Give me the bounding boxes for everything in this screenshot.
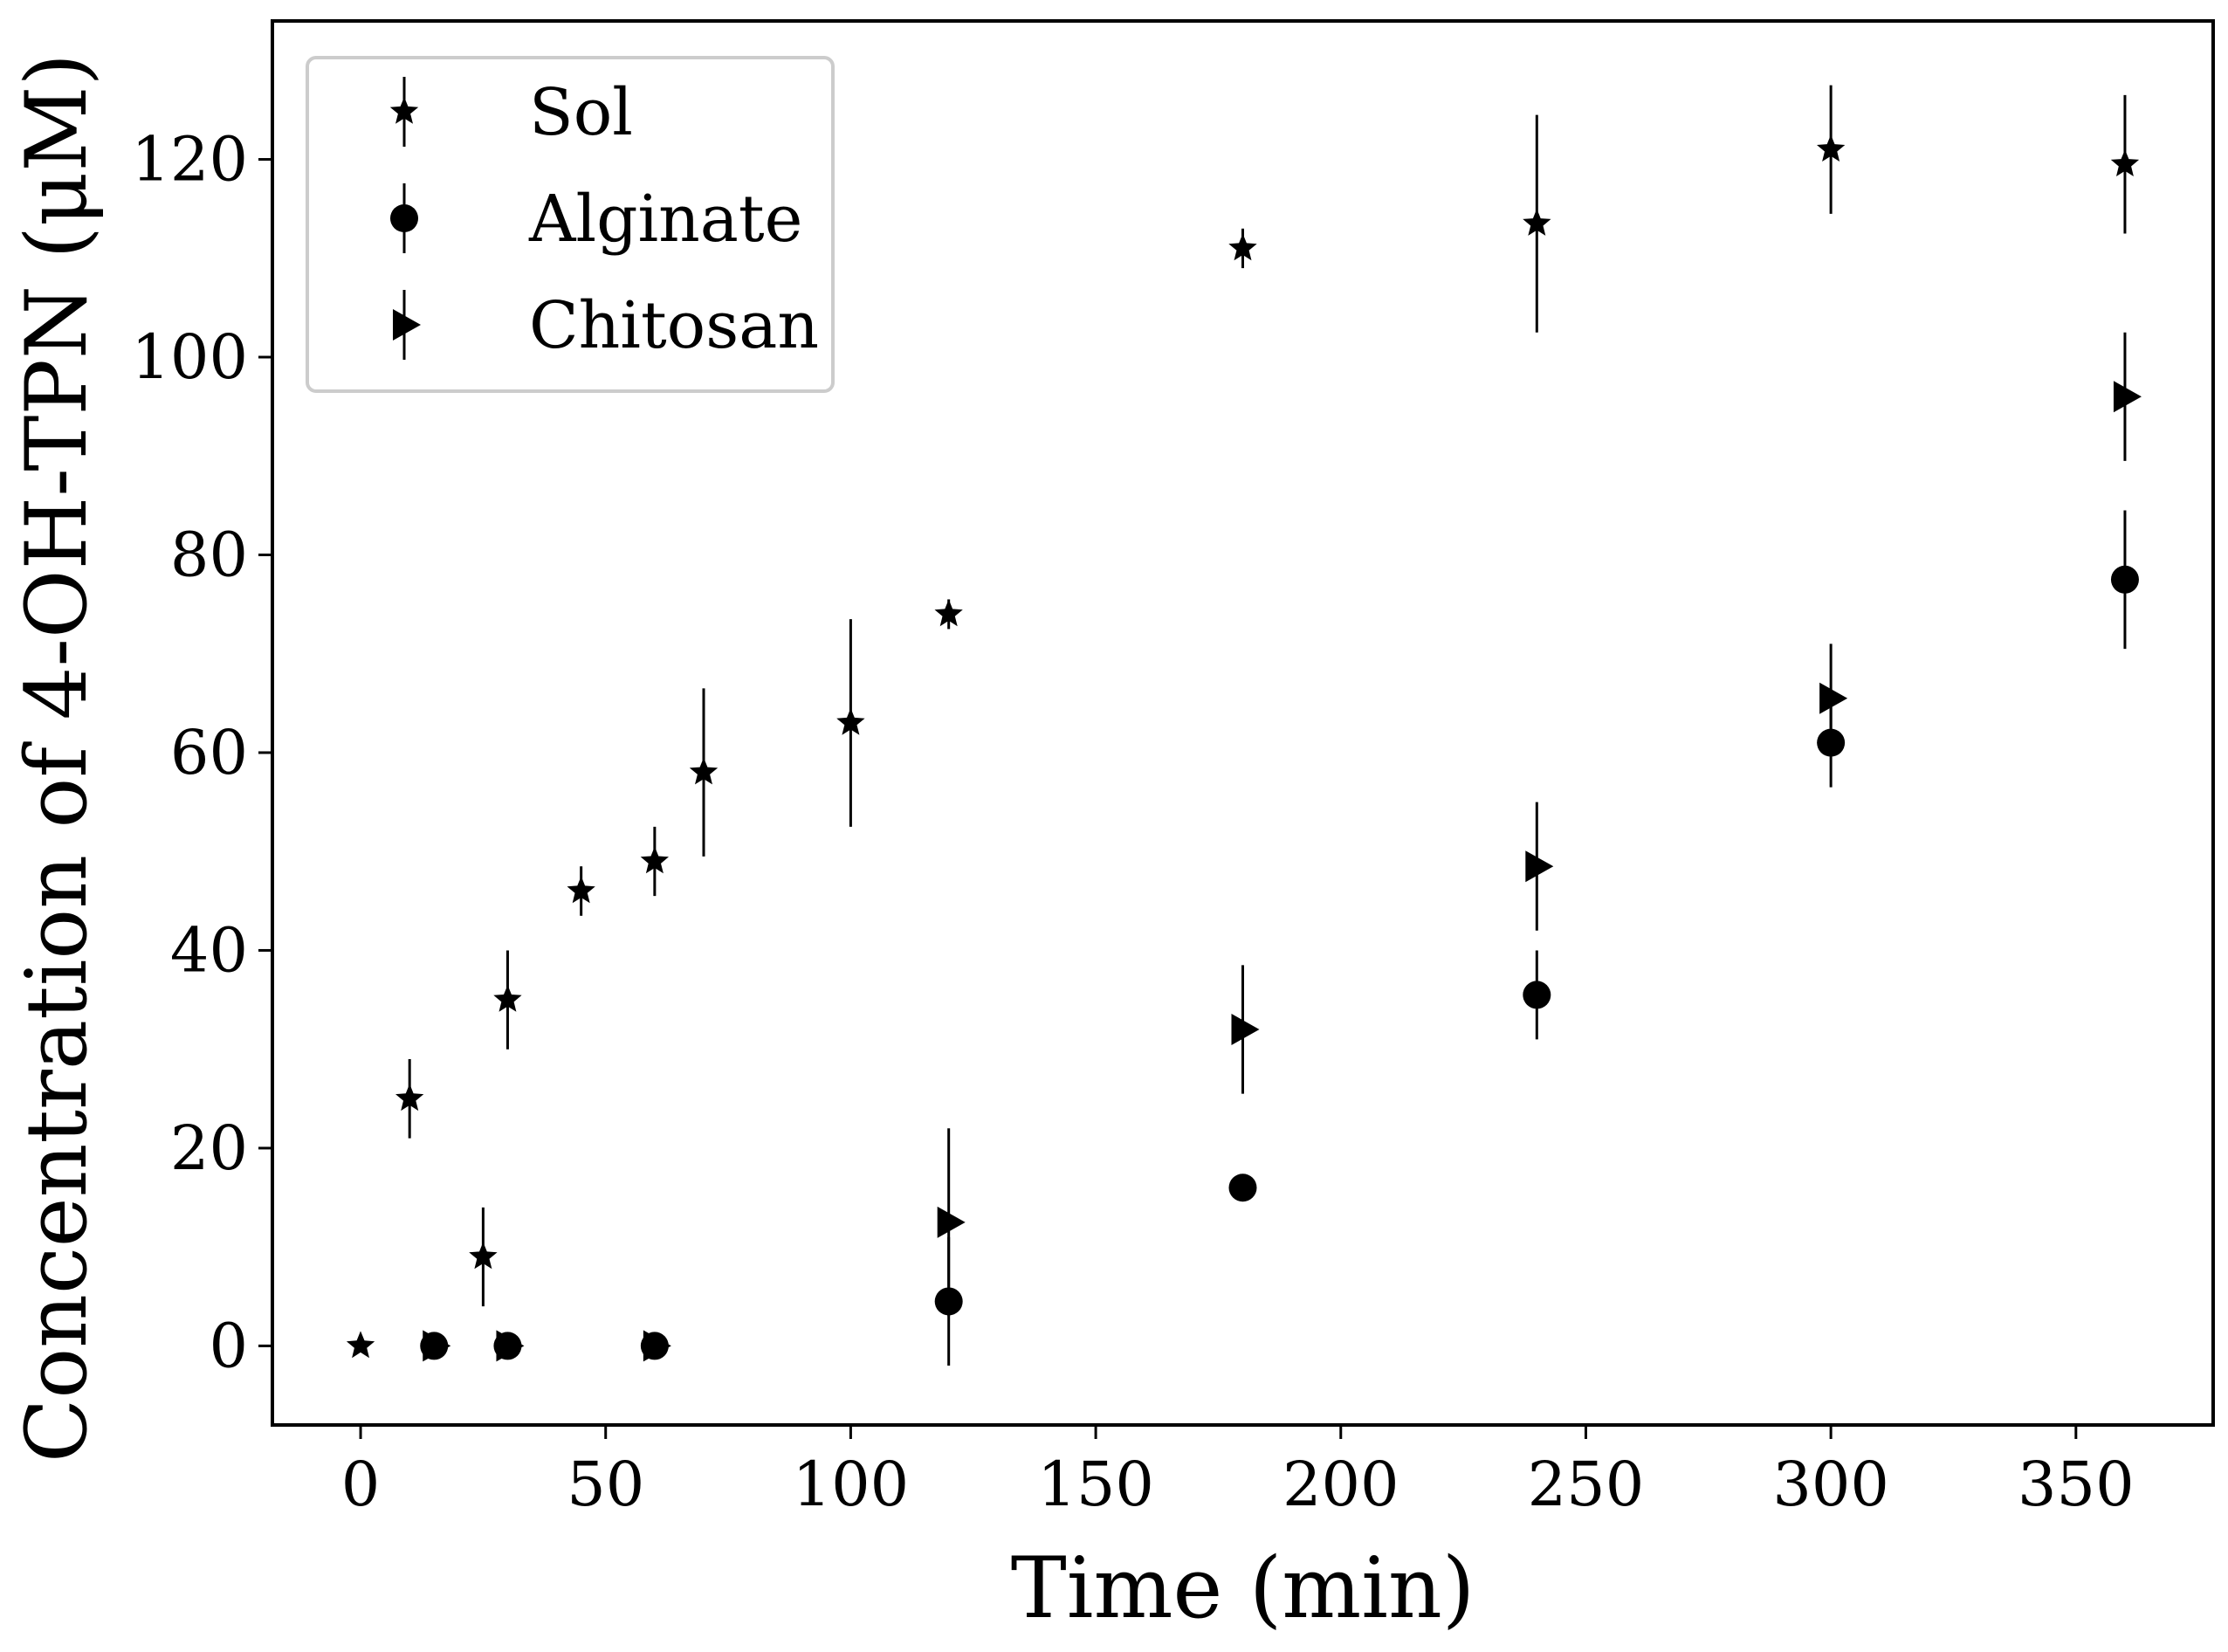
alginate-point <box>1523 981 1551 1009</box>
series-sol <box>346 85 2140 1359</box>
legend-chitosan-marker <box>393 309 421 341</box>
legend-sol-marker <box>389 97 419 124</box>
series-chitosan <box>423 332 2142 1362</box>
y-axis-label: Concentration of 4-OH-TPN (μM) <box>8 53 106 1463</box>
chitosan-point <box>1819 682 1848 714</box>
alginate-point <box>2110 565 2139 594</box>
plot-frame <box>271 19 2215 1427</box>
legend-alginate-marker <box>390 204 418 232</box>
x-tick-label: 250 <box>1528 1449 1645 1520</box>
sol-point <box>469 1242 498 1270</box>
sol-point <box>1228 233 1257 261</box>
chitosan-point <box>423 1330 451 1362</box>
chitosan-point <box>1231 1014 1260 1046</box>
sol-point <box>346 1331 375 1359</box>
y-tick-label: 60 <box>170 717 248 788</box>
sol-point <box>934 599 963 627</box>
y-tick-label: 80 <box>170 519 248 590</box>
y-tick-label: 100 <box>131 321 248 393</box>
x-tick-label: 100 <box>793 1449 910 1520</box>
chitosan-point <box>643 1330 671 1362</box>
chitosan-point <box>496 1330 525 1362</box>
legend: Sol Alginate Chitosan <box>306 56 835 393</box>
chitosan-point <box>937 1206 966 1238</box>
x-tick-label: 150 <box>1037 1449 1154 1520</box>
chitosan-point <box>2113 381 2142 413</box>
x-tick-label: 300 <box>1772 1449 1889 1520</box>
x-tick-label: 350 <box>2018 1449 2135 1520</box>
series-alginate <box>420 510 2139 1366</box>
y-tick-label: 0 <box>209 1310 248 1381</box>
legend-box <box>306 56 835 393</box>
legend-chitosan-label: Chitosan <box>529 288 819 363</box>
y-tick-label: 20 <box>170 1112 248 1184</box>
x-tick-label: 200 <box>1282 1449 1399 1520</box>
y-tick-label: 40 <box>170 914 248 986</box>
sol-point <box>1523 209 1551 236</box>
sol-point <box>567 876 595 904</box>
sol-point <box>493 985 522 1012</box>
sol-point <box>395 1084 424 1112</box>
sol-point <box>2110 149 2140 176</box>
sol-point <box>689 757 719 785</box>
chitosan-point <box>1525 850 1554 883</box>
alginate-point <box>1228 1174 1257 1202</box>
legend-alginate-label: Alginate <box>528 182 802 257</box>
legend-sol-label: Sol <box>529 75 633 150</box>
axis-ticks: 0 50 100 150 200 250 300 350 0 20 40 60 80 100 120 <box>131 124 2134 1520</box>
y-tick-label: 120 <box>131 124 248 196</box>
x-axis-label: Time (min) <box>1011 1539 1475 1637</box>
sol-point <box>1817 134 1846 162</box>
x-tick-label: 50 <box>567 1449 644 1520</box>
sol-point <box>640 846 669 874</box>
plot-area <box>346 85 2142 1366</box>
x-tick-label: 0 <box>341 1449 381 1520</box>
sol-point <box>836 708 865 735</box>
